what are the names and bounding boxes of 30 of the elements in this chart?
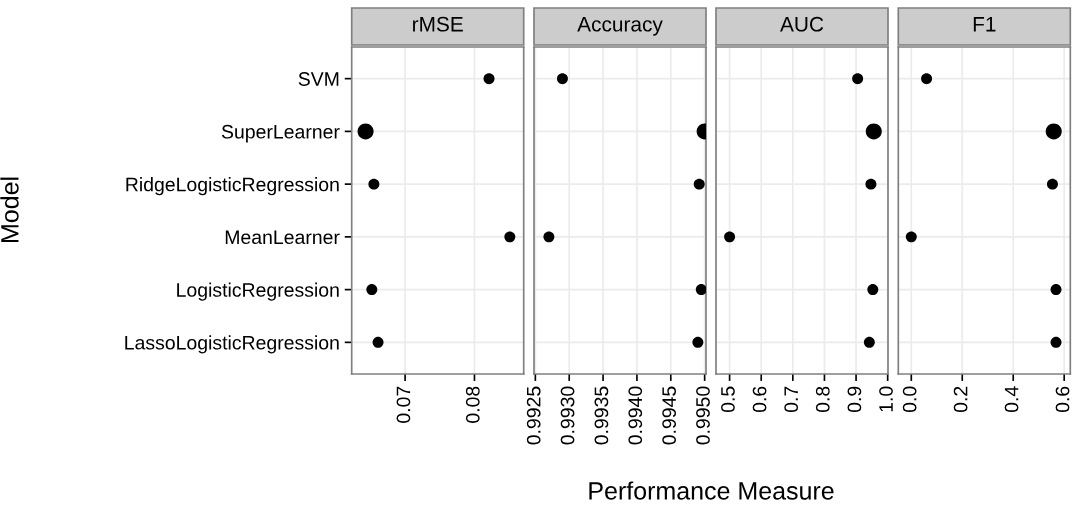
x-tick-label: 0.2 [953, 386, 968, 413]
chart-title: AUC [780, 16, 824, 32]
x-tick-label: 0.4 [1004, 386, 1019, 413]
chart-title: F1 [973, 17, 996, 32]
y-tick-label: SVM [298, 72, 339, 86]
x-tick-label: 0.07 [396, 386, 411, 423]
x-tick-label: 0.9935 [594, 386, 609, 445]
x-tick-label: 0.0 [902, 386, 917, 413]
y-tick-label: RidgeLogisticRegression [126, 177, 339, 196]
y-tick-label: MeanLearner [225, 230, 340, 245]
y-tick-label: SuperLearner [221, 124, 340, 143]
x-tick-label: 0.9 [847, 386, 862, 413]
x-axis-title: Performance Measure [589, 481, 834, 500]
y-axis-title: Model [0, 177, 19, 242]
x-tick-label: 0.9925 [526, 386, 541, 445]
x-tick-label: 0.8 [815, 386, 830, 413]
x-tick-label: 0.5 [721, 386, 735, 413]
chart-title: Accuracy [577, 17, 663, 36]
x-tick-label: 0.9930 [560, 386, 575, 445]
y-tick-label: LassoLogisticRegression [125, 335, 339, 354]
x-tick-label: 1.0 [879, 386, 893, 412]
chart-title: rMSE [413, 16, 463, 32]
x-tick-label: 0.6 [752, 386, 767, 413]
x-tick-label: 0.9940 [628, 386, 643, 445]
x-tick-label: 0.08 [465, 386, 480, 423]
x-tick-label: 0.6 [1055, 386, 1070, 413]
x-tick-label: 0.7 [784, 386, 799, 413]
x-tick-label: 0.9945 [662, 386, 677, 445]
y-tick-label: LogisticRegression [177, 282, 339, 301]
x-tick-label: 0.9950 [696, 386, 710, 445]
